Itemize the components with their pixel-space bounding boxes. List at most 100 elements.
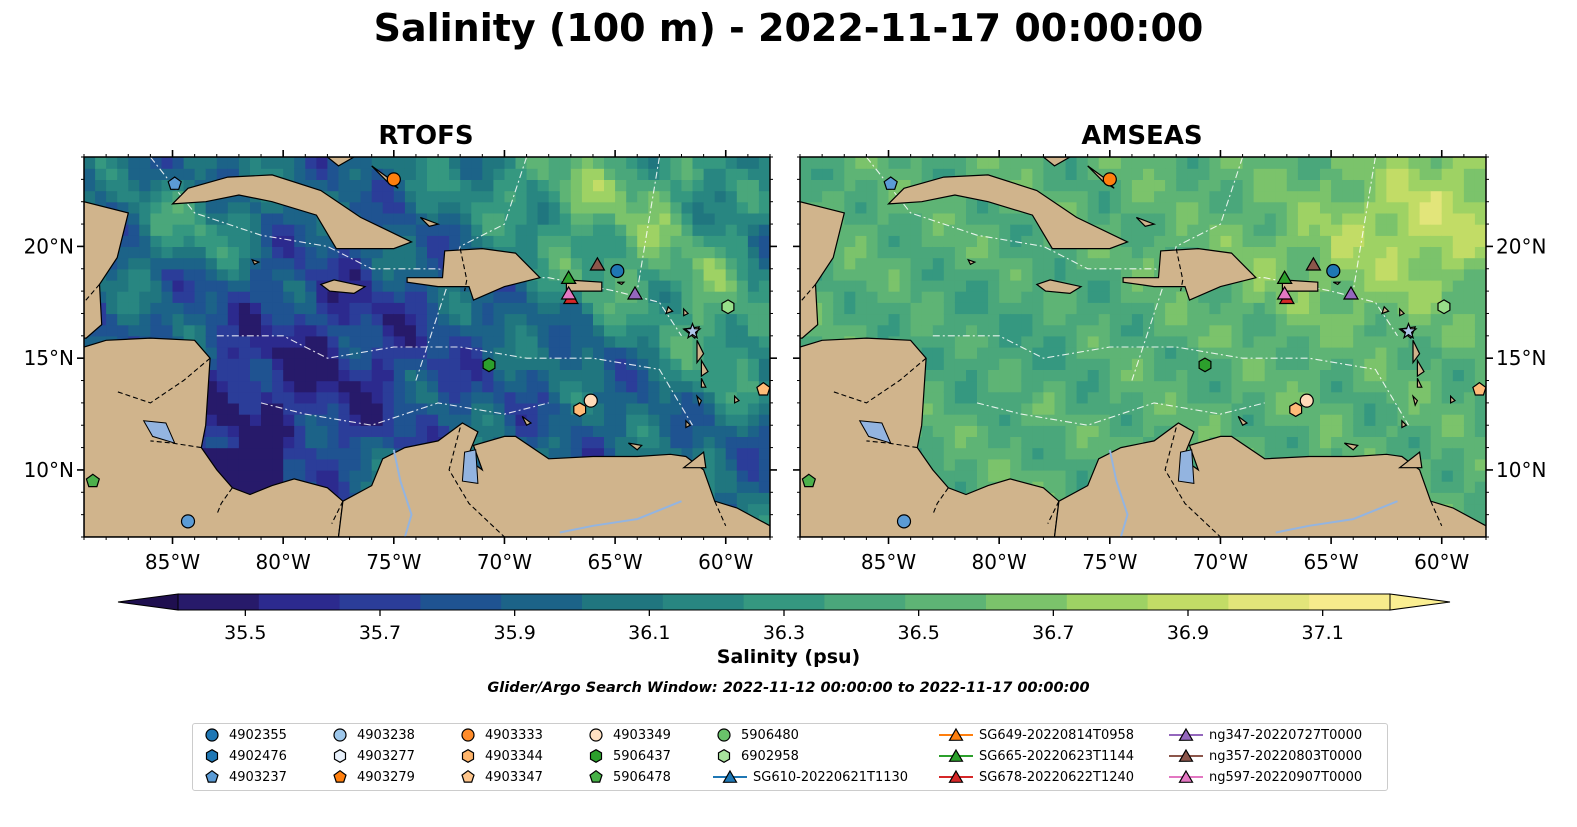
observation-4903347 — [756, 381, 770, 396]
legend-label: 4903238 — [357, 727, 415, 743]
lon-tick-label: 75°W — [1082, 550, 1137, 574]
legend-item: SG649-20220814T0958 — [939, 725, 1134, 745]
lon-tick-label: 85°W — [861, 550, 916, 574]
lat-tick-label-left: 20°N — [24, 234, 74, 258]
lon-tick-label: 80°W — [256, 550, 311, 574]
colorbar-tick-label: 36.9 — [1167, 622, 1209, 644]
legend-marker-icon — [589, 728, 603, 742]
legend-marker-icon — [717, 749, 731, 763]
legend-marker-icon — [205, 749, 219, 763]
legend-marker-icon — [1169, 727, 1203, 741]
land-bahamas3 — [419, 216, 441, 227]
legend-item: 4903347 — [457, 767, 543, 787]
legend-item: 4903238 — [329, 725, 415, 745]
map-panel-rtofs — [83, 156, 771, 538]
legend-marker-icon — [461, 769, 475, 783]
colorbar: 35.5 35.7 35.9 36.1 36.3 36.5 36.7 36.9 37.1 — [117, 593, 1451, 644]
colorbar-segment — [258, 594, 341, 610]
land-ant6 — [685, 419, 692, 429]
legend-item: SG665-20220623T1144 — [939, 746, 1134, 766]
observation-4903333 — [386, 172, 401, 187]
legend-marker-icon — [589, 769, 603, 783]
legend-item: 4903279 — [329, 767, 415, 787]
colorbar-segment — [1309, 594, 1391, 610]
legend-marker-icon — [939, 727, 973, 741]
colorbar-tick-label: 37.1 — [1302, 622, 1344, 644]
lat-tick-label-right: 20°N — [1496, 234, 1546, 258]
land-margarita — [628, 442, 643, 451]
panel-title-rtofs: RTOFS — [378, 121, 474, 151]
lon-tick-label: 85°W — [145, 550, 200, 574]
legend-label: 4903237 — [229, 769, 287, 785]
legend-marker-icon — [939, 769, 973, 783]
legend-label: ng597-20220907T0000 — [1209, 769, 1363, 785]
observation-4903237 — [167, 176, 182, 190]
colorbar-segment — [420, 594, 502, 610]
legend-marker-icon — [1169, 748, 1203, 762]
colorbar-tick-label: 36.5 — [898, 622, 940, 644]
colorbar-segment — [178, 594, 260, 610]
legend-item: 4903344 — [457, 746, 543, 766]
colorbar-extend-high — [1389, 593, 1451, 611]
observation-ng347-20220727T0000 — [1342, 285, 1360, 300]
observation-5906478 — [85, 473, 101, 488]
observation-4902355 — [1326, 263, 1341, 279]
legend-item: SG678-20220622T1240 — [939, 767, 1134, 787]
legend-marker-icon — [333, 728, 347, 742]
lat-tick-label-left: 10°N — [24, 458, 74, 482]
observation-6902958 — [1437, 299, 1451, 315]
observation-4903344 — [1289, 402, 1303, 418]
land-ant5 — [695, 394, 703, 407]
observation-ng597-20220907T0000 — [1276, 285, 1293, 300]
colorbar-segment — [986, 594, 1068, 610]
observation-5906478 — [801, 473, 817, 488]
observation-5906437 — [1198, 357, 1212, 373]
land-ant9 — [1399, 307, 1406, 317]
legend-label: 4903279 — [357, 769, 415, 785]
legend-marker-icon — [333, 769, 347, 783]
colorbar-segment — [905, 594, 987, 610]
land-trinidad — [1397, 450, 1423, 469]
observation-ng357-20220803T0000 — [589, 256, 606, 271]
lake-maracaibo — [461, 449, 479, 484]
lon-tick-label: 60°W — [698, 550, 753, 574]
land-ant7 — [1449, 394, 1457, 404]
legend-item: 5906480 — [713, 725, 799, 745]
colorbar-segment — [339, 594, 421, 610]
land-hispaniola — [1122, 247, 1258, 301]
legend-item: 5906478 — [585, 767, 671, 787]
colorbar-tick-label: 35.5 — [224, 622, 266, 644]
colorbar-extend-low — [117, 593, 179, 611]
legend-marker-icon — [939, 748, 973, 762]
observation-5906437 — [482, 357, 496, 373]
legend: 4902355 4902476 4903237 4903238 4903277 49032… — [192, 723, 1388, 791]
observation-ng357-20220803T0000 — [1305, 256, 1322, 271]
land-jamaica — [319, 279, 367, 295]
land-jamaica — [1035, 279, 1083, 295]
land-ant2 — [1412, 340, 1421, 365]
legend-item: 4903237 — [201, 767, 287, 787]
legend-label: 4903333 — [485, 727, 543, 743]
observation-SG665-20220623T1144 — [560, 270, 577, 284]
land-ant8 — [665, 305, 674, 315]
lon-tick-label: 70°W — [1193, 550, 1248, 574]
observation-6902958 — [721, 299, 735, 315]
land-ant8 — [1381, 305, 1390, 315]
land-bahamas1 — [1042, 157, 1072, 167]
map-axes: 85°W 80°W 75°W 70°W 65°W 60°W 20°N 15°N 10°N 85°W… — [24, 150, 1546, 574]
legend-label: 4903347 — [485, 769, 543, 785]
observation-4903237 — [883, 176, 898, 190]
legend-label: 4903349 — [613, 727, 671, 743]
land-ant5 — [1411, 394, 1419, 407]
observation-4903277 — [1399, 321, 1418, 340]
land-ant6 — [1401, 419, 1408, 429]
legend-label: 5906437 — [613, 748, 671, 764]
land-trinidad — [681, 450, 707, 469]
land-ant3 — [700, 358, 709, 378]
legend-label: ng357-20220803T0000 — [1209, 748, 1363, 764]
search-window-text: Glider/Argo Search Window: 2022-11-12 00… — [487, 680, 1090, 696]
legend-label: SG678-20220622T1240 — [979, 769, 1135, 785]
lat-tick-label-left: 15°N — [24, 346, 74, 370]
lake-nicaragua — [142, 420, 176, 444]
